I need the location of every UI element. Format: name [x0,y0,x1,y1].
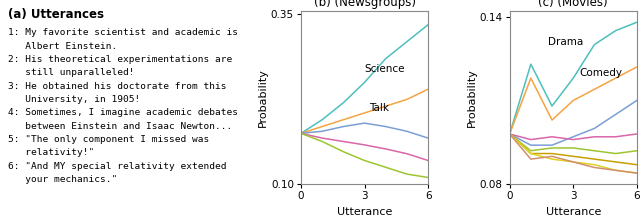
Text: 3: He obtained his doctorate from this: 3: He obtained his doctorate from this [8,82,226,91]
Text: relativity!": relativity!" [8,149,94,157]
Text: Comedy: Comedy [580,67,623,77]
Text: 4: Sometimes, I imagine academic debates: 4: Sometimes, I imagine academic debates [8,108,237,117]
Text: your mechanics.": your mechanics." [8,175,116,184]
X-axis label: Utterance: Utterance [337,207,392,217]
Text: Talk: Talk [369,103,388,113]
Text: 6: "And MY special relativity extended: 6: "And MY special relativity extended [8,162,226,171]
X-axis label: Utterance: Utterance [545,207,601,217]
Title: (b) (Newsgroups): (b) (Newsgroups) [314,0,415,8]
Text: Drama: Drama [548,37,583,47]
Y-axis label: Probability: Probability [467,68,477,127]
Text: 5: "The only component I missed was: 5: "The only component I missed was [8,135,209,144]
Text: Science: Science [365,64,405,74]
Text: 1: My favorite scientist and academic is: 1: My favorite scientist and academic is [8,28,237,38]
Text: (a) Utterances: (a) Utterances [8,8,104,21]
Title: (c) (Movies): (c) (Movies) [538,0,608,8]
Y-axis label: Probability: Probability [258,68,268,127]
Text: 2: His theoretical experimentations are: 2: His theoretical experimentations are [8,55,232,64]
Text: University, in 1905!: University, in 1905! [8,95,140,104]
Text: Albert Einstein.: Albert Einstein. [8,42,116,51]
Text: between Einstein and Isaac Newton...: between Einstein and Isaac Newton... [8,122,232,131]
Text: still unparalleled!: still unparalleled! [8,68,134,77]
